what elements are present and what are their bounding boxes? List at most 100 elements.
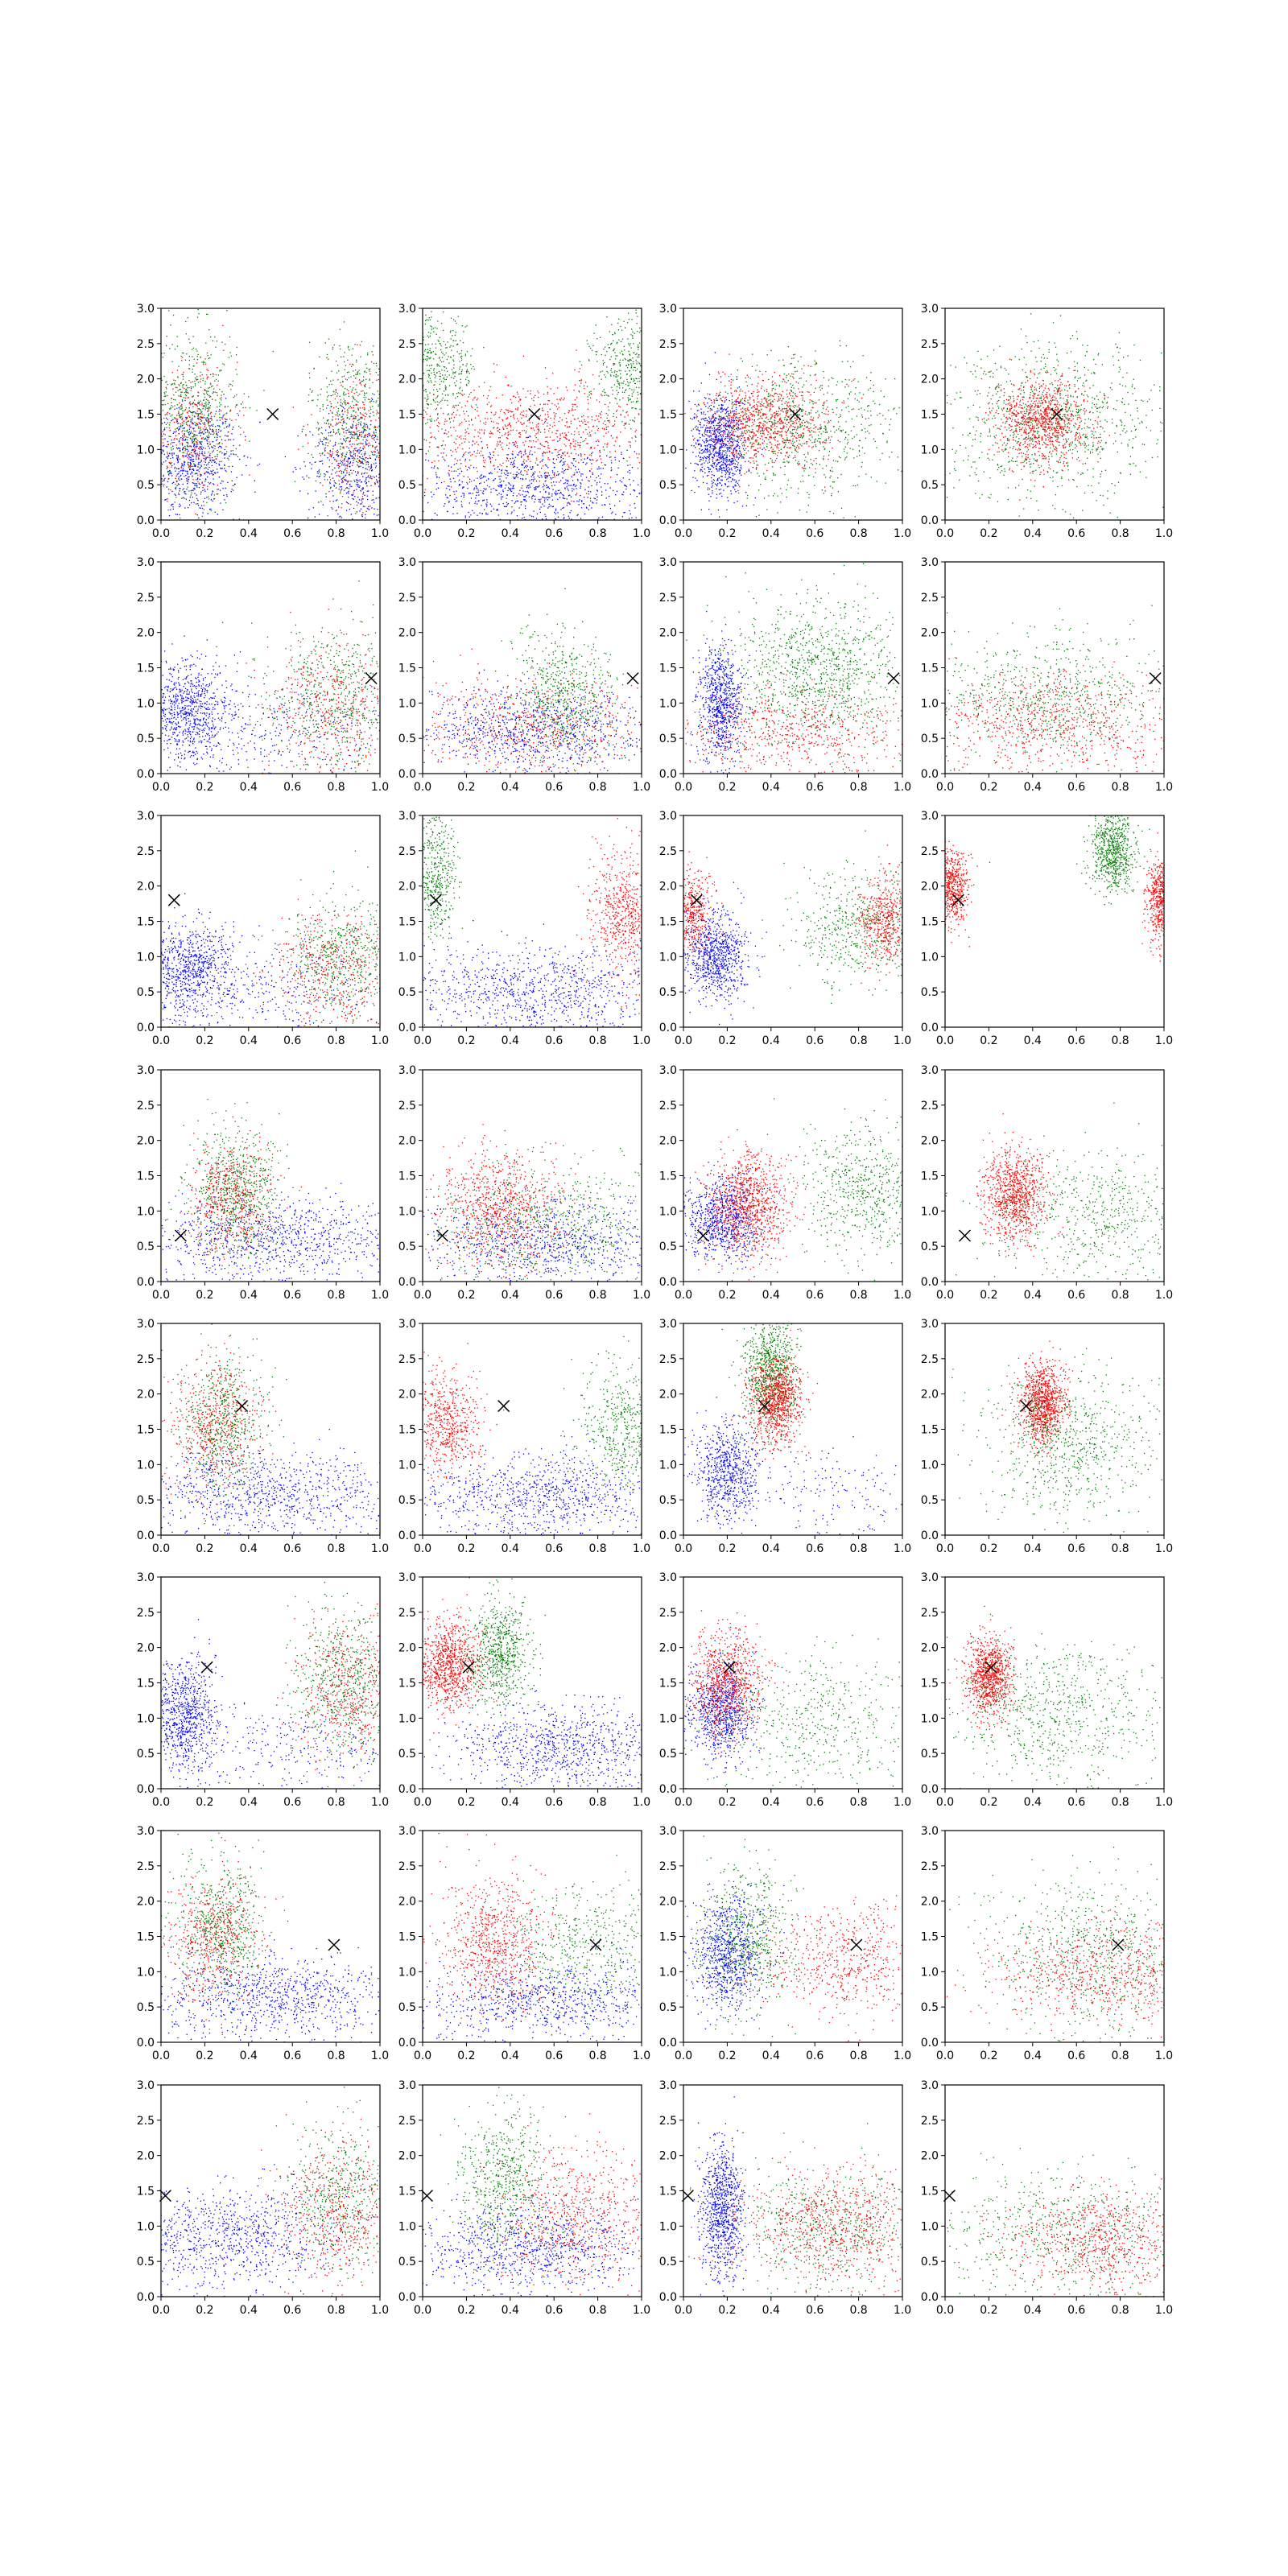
scatter-point xyxy=(370,485,371,486)
scatter-point xyxy=(173,433,174,434)
scatter-point xyxy=(634,333,635,334)
scatter-point xyxy=(505,433,506,434)
scatter-point xyxy=(164,392,165,393)
scatter-point xyxy=(444,366,445,367)
scatter-point xyxy=(203,380,204,381)
scatter-point xyxy=(167,481,168,482)
scatter-point xyxy=(450,331,451,332)
scatter-point xyxy=(444,421,445,422)
scatter-point xyxy=(443,330,444,331)
scatter-point xyxy=(522,388,523,389)
scatter-point xyxy=(640,376,641,377)
scatter-point xyxy=(165,460,166,461)
scatter-point xyxy=(429,442,430,443)
scatter-point xyxy=(468,396,469,397)
scatter-point xyxy=(312,457,313,458)
scatter-point xyxy=(342,429,343,430)
scatter-point xyxy=(193,470,194,471)
scatter-point xyxy=(574,434,575,435)
scatter-point xyxy=(445,430,446,431)
scatter-point xyxy=(483,460,484,461)
scatter-point xyxy=(254,492,255,493)
scatter-point xyxy=(183,430,184,431)
scatter-point xyxy=(198,469,199,470)
scatter-point xyxy=(336,395,337,396)
scatter-point xyxy=(341,406,342,407)
scatter-point xyxy=(362,381,363,382)
scatter-point xyxy=(584,440,585,441)
scatter-point xyxy=(620,360,621,361)
scatter-point xyxy=(346,464,347,465)
scatter-point xyxy=(640,393,641,394)
scatter-point xyxy=(578,462,579,463)
scatter-point xyxy=(559,417,560,418)
scatter-point xyxy=(465,379,466,380)
scatter-point xyxy=(187,453,188,454)
scatter-point xyxy=(367,427,368,428)
scatter-point xyxy=(196,350,197,351)
scatter-point xyxy=(525,450,526,451)
scatter-point xyxy=(368,398,369,399)
scatter-point xyxy=(430,332,431,333)
scatter-point xyxy=(365,364,366,365)
scatter-point xyxy=(356,416,357,417)
scatter-point xyxy=(332,426,333,427)
scatter-point xyxy=(559,434,560,435)
scatter-point xyxy=(555,449,556,450)
scatter-point xyxy=(437,404,438,405)
scatter-point xyxy=(479,452,480,453)
scatter-point xyxy=(201,444,202,445)
scatter-point xyxy=(205,448,206,449)
scatter-point xyxy=(343,414,344,415)
scatter-point xyxy=(215,413,216,414)
scatter-point xyxy=(377,446,378,447)
scatter-point xyxy=(350,434,351,435)
scatter-point xyxy=(534,397,535,398)
scatter-point xyxy=(425,320,426,321)
scatter-point xyxy=(373,354,374,355)
scatter-point xyxy=(171,449,172,450)
scatter-point xyxy=(592,426,593,427)
scatter-point xyxy=(348,346,349,347)
scatter-point xyxy=(545,452,546,453)
scatter-point xyxy=(345,430,346,431)
scatter-point xyxy=(174,431,175,432)
scatter-point xyxy=(166,387,167,388)
scatter-point xyxy=(218,447,219,448)
scatter-point xyxy=(189,445,190,446)
scatter-point xyxy=(250,457,251,458)
scatter-point xyxy=(461,358,462,359)
scatter-point xyxy=(346,470,347,471)
scatter-point xyxy=(336,412,337,413)
scatter-point xyxy=(208,422,209,423)
scatter-point xyxy=(204,491,205,492)
scatter-point xyxy=(531,428,532,429)
scatter-point xyxy=(575,404,576,405)
scatter-point xyxy=(353,405,354,406)
scatter-point xyxy=(630,334,631,335)
scatter-point xyxy=(322,452,323,453)
scatter-point xyxy=(225,488,226,489)
scatter-point xyxy=(222,363,223,364)
scatter-point xyxy=(538,392,539,393)
scatter-point xyxy=(364,437,365,438)
scatter-point xyxy=(616,417,617,418)
scatter-point xyxy=(468,415,469,416)
scatter-point xyxy=(565,482,566,483)
scatter-point xyxy=(176,428,177,429)
scatter-point xyxy=(325,430,326,431)
scatter-point xyxy=(340,491,341,492)
scatter-point xyxy=(206,427,207,428)
scatter-point xyxy=(569,504,570,505)
scatter-point xyxy=(186,353,187,354)
scatter-point xyxy=(256,410,257,411)
scatter-point xyxy=(320,440,321,441)
scatter-point xyxy=(298,449,299,450)
scatter-point xyxy=(441,428,442,429)
scatter-point xyxy=(179,504,180,505)
scatter-point xyxy=(378,418,379,419)
scatter-point xyxy=(540,415,541,416)
scatter-point xyxy=(197,466,198,467)
scatter-point xyxy=(212,399,213,400)
scatter-point xyxy=(216,459,217,460)
